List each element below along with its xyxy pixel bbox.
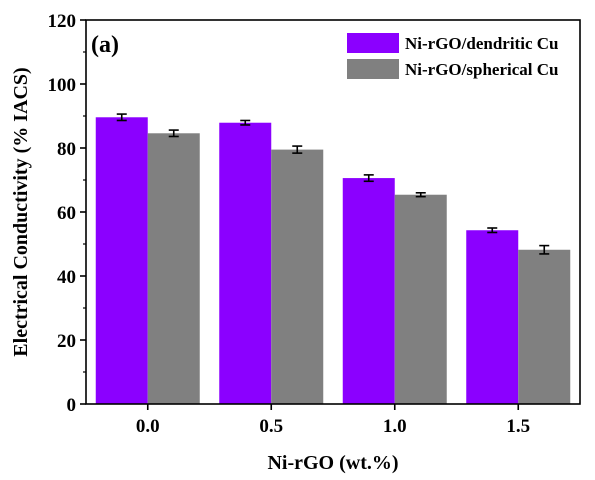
errorbar-spherical-1.5 bbox=[539, 244, 550, 255]
bar-spherical-0.5 bbox=[271, 149, 324, 404]
y-tick-label: 80 bbox=[57, 139, 76, 160]
bar-dendritic-0.5 bbox=[219, 122, 272, 404]
y-tick-label: 0 bbox=[67, 395, 77, 416]
y-axis-ticks: 0 20 40 60 80 100 120 bbox=[48, 11, 86, 416]
x-tick-label: 0.5 bbox=[259, 416, 283, 437]
errorbar-spherical-0.5 bbox=[292, 145, 303, 154]
bar-dendritic-1.0 bbox=[342, 178, 395, 404]
errorbar-dendritic-1.0 bbox=[363, 174, 374, 183]
panel-label: (a) bbox=[91, 32, 119, 58]
legend-swatch-dendritic bbox=[347, 33, 399, 53]
errorbar-dendritic-0.5 bbox=[240, 119, 251, 126]
bars-layer bbox=[95, 117, 571, 404]
bar-dendritic-1.5 bbox=[466, 230, 519, 404]
errorbar-spherical-1.0 bbox=[415, 192, 426, 198]
y-tick-label: 20 bbox=[57, 331, 76, 352]
y-tick-label: 120 bbox=[48, 11, 77, 32]
legend: Ni-rGO/dendritic Cu Ni-rGO/spherical Cu bbox=[347, 33, 558, 79]
y-tick-label: 40 bbox=[57, 267, 76, 288]
bar-spherical-1.5 bbox=[518, 249, 571, 404]
errorbar-dendritic-0.0 bbox=[116, 113, 127, 122]
legend-label-spherical: Ni-rGO/spherical Cu bbox=[405, 60, 558, 79]
x-tick-label: 1.5 bbox=[506, 416, 530, 437]
x-tick-label: 1.0 bbox=[383, 416, 407, 437]
y-axis-title: Electrical Conductivity (% IACS) bbox=[10, 67, 32, 356]
legend-label-dendritic: Ni-rGO/dendritic Cu bbox=[405, 34, 558, 53]
bar-spherical-0.0 bbox=[147, 133, 200, 404]
errorbar-dendritic-1.5 bbox=[487, 227, 498, 234]
errorbar-spherical-0.0 bbox=[168, 129, 179, 138]
legend-swatch-spherical bbox=[347, 59, 399, 79]
x-tick-label: 0.0 bbox=[136, 416, 160, 437]
x-axis-ticks: 0.0 0.5 1.0 1.5 bbox=[136, 404, 530, 437]
errorbars-layer bbox=[116, 113, 550, 255]
y-tick-label: 60 bbox=[57, 203, 76, 224]
x-axis-title: Ni-rGO (wt.%) bbox=[267, 452, 398, 474]
bar-spherical-1.0 bbox=[394, 194, 447, 404]
y-tick-label: 100 bbox=[48, 75, 77, 96]
bar-dendritic-0.0 bbox=[95, 117, 148, 404]
